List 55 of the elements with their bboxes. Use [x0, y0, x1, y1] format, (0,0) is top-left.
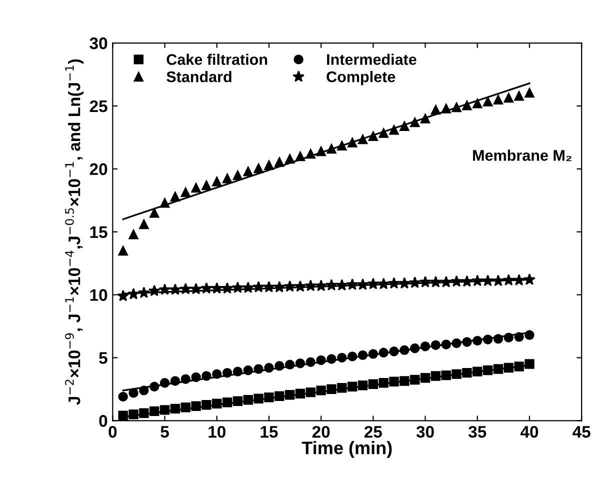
- point: [514, 91, 524, 101]
- point: [202, 180, 212, 190]
- point: [170, 192, 180, 202]
- point: [316, 386, 326, 396]
- x-tick-label: 45: [572, 426, 590, 438]
- y-tick-label: 30: [90, 37, 108, 50]
- point: [524, 359, 534, 369]
- x-tick-label: 5: [160, 426, 169, 438]
- point: [243, 166, 253, 176]
- point: [191, 182, 201, 193]
- legend-label: Complete: [326, 71, 396, 86]
- y-tick-label: 10: [90, 289, 108, 301]
- point: [212, 176, 222, 186]
- point: [347, 138, 358, 148]
- point: [149, 208, 160, 218]
- legend-label: Standard: [166, 71, 232, 82]
- point: [118, 392, 128, 402]
- point: [504, 92, 514, 103]
- x-tick-label: 10: [208, 426, 226, 438]
- point: [202, 400, 212, 410]
- point: [180, 402, 190, 412]
- y-tick-label: 15: [90, 226, 108, 238]
- point: [254, 163, 264, 174]
- x-tick-label: 30: [416, 426, 434, 438]
- x-tick-label: 25: [364, 426, 382, 438]
- point: [524, 88, 534, 98]
- y-tick-label: 25: [90, 100, 108, 112]
- x-tick-label: 35: [468, 426, 486, 438]
- point: [378, 128, 388, 138]
- point: [472, 98, 482, 108]
- y-tick-label: 0: [99, 415, 108, 427]
- point: [232, 170, 243, 180]
- x-tick-label: 20: [312, 426, 330, 438]
- x-tick-label: 15: [260, 426, 278, 438]
- point: [493, 94, 504, 105]
- x-tick-label: 0: [108, 426, 117, 438]
- point: [139, 408, 149, 418]
- point: [514, 362, 524, 372]
- x-axis-title: Time (min): [302, 441, 392, 458]
- point: [222, 173, 232, 184]
- legend-label: Intermediate: [327, 54, 416, 65]
- point: [452, 369, 462, 379]
- x-tick-label: 40: [520, 426, 538, 438]
- point: [128, 229, 138, 240]
- y-tick-label: 5: [99, 352, 108, 364]
- text: J$^{−2}$×10$^{−9}$, J$^{−1}$×10$^{−4}$,J$^{−0.5}$×10$^{−1}$, and Ln(J$^{−1}$): [65, 59, 84, 405]
- point: [482, 96, 493, 106]
- point: [139, 219, 149, 230]
- annotation: Membrane M₂: [473, 150, 572, 162]
- point: [400, 376, 410, 386]
- legend-label: Cake filtration: [166, 54, 268, 65]
- point: [180, 187, 190, 198]
- point: [118, 246, 128, 256]
- point: [118, 410, 128, 420]
- y-tick-label: 20: [90, 163, 108, 176]
